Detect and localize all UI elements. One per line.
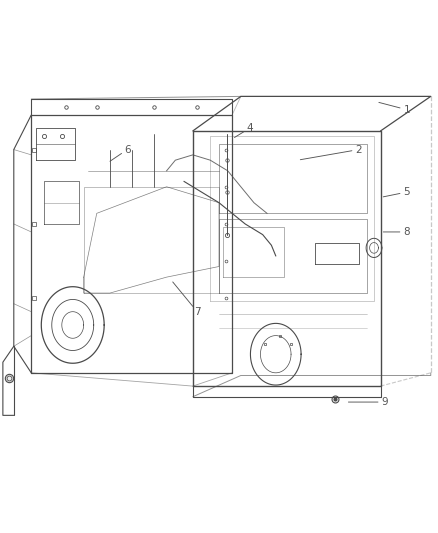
Text: 6: 6 (124, 144, 131, 155)
Text: 7: 7 (194, 306, 201, 317)
Text: 2: 2 (355, 144, 362, 155)
Text: 1: 1 (403, 104, 410, 115)
Text: 4: 4 (246, 123, 253, 133)
Text: 9: 9 (381, 397, 388, 407)
Text: 8: 8 (403, 227, 410, 237)
Text: 5: 5 (403, 187, 410, 197)
